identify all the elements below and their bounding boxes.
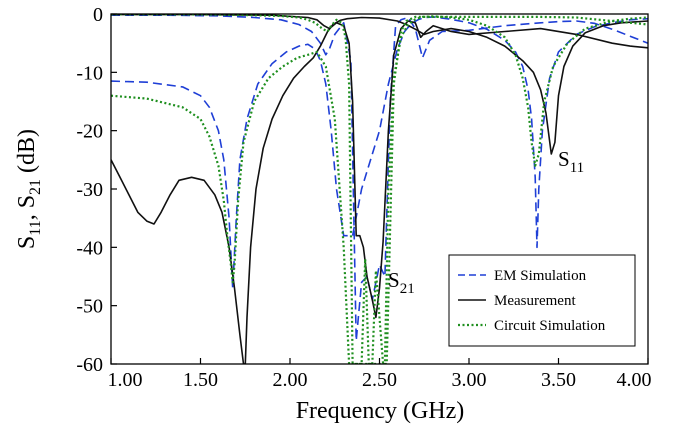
legend-label-measurement: Measurement [494, 293, 576, 309]
annotation-s21-main: S [388, 268, 400, 292]
x-tick-label: 1.50 [183, 369, 218, 391]
y-axis-title-s1: S [14, 236, 40, 249]
x-tick-label: 2.50 [362, 369, 397, 391]
series-line-em_s11 [111, 16, 648, 289]
y-tick-label: -50 [76, 296, 103, 318]
y-axis-title: S11, S21 (dB) [14, 129, 44, 249]
annotation-s11: S11 [558, 147, 584, 176]
annotation-s11-sub: 11 [570, 160, 584, 176]
series-line-meas_s11 [111, 16, 648, 364]
y-axis-title-unit: (dB) [14, 129, 40, 179]
series-line-meas_s21 [111, 14, 648, 319]
y-axis-title-sub2: 21 [27, 179, 44, 195]
x-tick-label: 1.00 [108, 369, 143, 391]
y-tick-label: -20 [76, 121, 103, 143]
y-tick-label: -30 [76, 179, 103, 201]
y-tick-label: -10 [76, 62, 103, 84]
y-axis-title-sub1: 11 [27, 220, 44, 235]
y-tick-label: -60 [76, 354, 103, 376]
annotation-s21-sub: 21 [400, 281, 415, 297]
legend: EM Simulation Measurement Circuit Simula… [448, 254, 636, 347]
y-tick-label: 0 [93, 4, 103, 26]
y-axis-title-sep: , S [14, 195, 40, 220]
legend-label-circuit-simulation: Circuit Simulation [494, 318, 606, 334]
annotation-s11-main: S [558, 147, 570, 171]
x-tick-label: 2.00 [273, 369, 308, 391]
y-tick-label: -40 [76, 237, 103, 259]
x-tick-label: 3.50 [541, 369, 576, 391]
annotation-s21: S21 [388, 268, 415, 297]
x-tick-label: 3.00 [452, 369, 487, 391]
x-tick-label: 4.00 [617, 369, 652, 391]
legend-label-em-simulation: EM Simulation [494, 268, 587, 284]
series-line-circ_s11 [111, 15, 648, 364]
series-line-circ_s21 [111, 14, 648, 364]
series-layer [111, 14, 648, 364]
x-axis-title: Frequency (GHz) [296, 398, 465, 424]
series-line-em_s21 [111, 14, 648, 342]
ticks-layer: 1.00 1.50 2.00 2.50 3.00 3.50 4.00 0 -10 -20 -30 -4… [76, 4, 651, 391]
